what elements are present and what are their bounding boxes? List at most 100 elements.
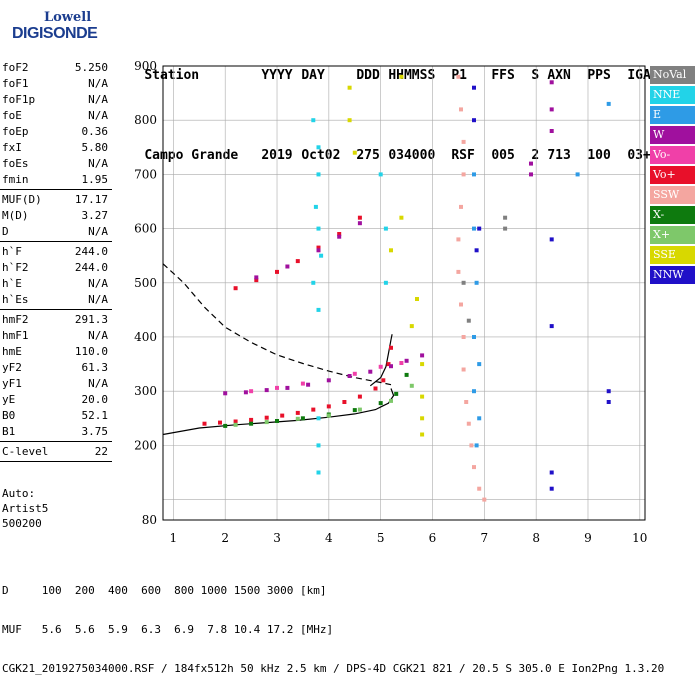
hdr-label-axn: AXN xyxy=(547,68,571,83)
plot-frame xyxy=(162,65,646,521)
hdr-value-p1: RSF xyxy=(451,148,475,163)
hdr-value-day: Oct02 xyxy=(301,148,341,163)
point-ssw xyxy=(461,335,466,339)
param-name: hmE xyxy=(2,345,22,358)
point-nne xyxy=(311,118,316,123)
point-x xyxy=(295,416,300,421)
point-ssw xyxy=(466,421,471,426)
point-ssw xyxy=(456,237,461,242)
param-row: yF1 N/A xyxy=(0,376,112,392)
param-value: 5.80 xyxy=(81,141,109,154)
point-sse xyxy=(347,85,352,90)
x-tick-label: 6 xyxy=(429,531,437,545)
param-separator xyxy=(0,309,112,310)
point-vo xyxy=(311,407,316,412)
param-row: B0 52.1 xyxy=(0,408,112,424)
point-vo xyxy=(389,345,393,350)
point-nnw xyxy=(549,470,554,475)
hdr-label-pps: PPS xyxy=(587,68,611,83)
y-tick-label: 700 xyxy=(134,167,157,181)
param-value: 17.17 xyxy=(74,193,108,206)
x-tick-label: 3 xyxy=(273,531,281,545)
point-nnw xyxy=(472,85,476,90)
point-nnw xyxy=(606,400,611,404)
hdr-value-station: Campo Grande xyxy=(144,148,239,163)
param-name: C-level xyxy=(2,445,49,458)
point-vo xyxy=(352,371,357,376)
param-row: h`E N/A xyxy=(0,276,112,292)
param-value: N/A xyxy=(88,93,108,106)
point-e xyxy=(606,101,611,106)
param-name: MUF(D) xyxy=(2,193,42,206)
x-tick-label: 7 xyxy=(481,531,489,545)
trace-line xyxy=(369,334,393,387)
point-vo xyxy=(264,415,269,420)
hdr-value-pps: 100 xyxy=(587,148,611,163)
param-row: h`Es N/A xyxy=(0,292,112,308)
param-row: yE 20.0 xyxy=(0,392,112,408)
point-x xyxy=(264,420,269,425)
point-x xyxy=(389,398,393,403)
param-name: fxI xyxy=(2,141,22,154)
point-vo xyxy=(399,361,404,365)
point-x xyxy=(378,401,383,406)
point-sse xyxy=(420,416,425,421)
param-row: h`F2 244.0 xyxy=(0,260,112,276)
param-row: foF2 5.250 xyxy=(0,60,112,76)
point-w xyxy=(337,234,342,239)
point-noval xyxy=(503,226,508,231)
point-e xyxy=(477,362,482,367)
point-w xyxy=(347,374,352,378)
auto-line3: 500200 xyxy=(2,517,42,530)
legend-item: SSE xyxy=(650,246,695,264)
point-nne xyxy=(316,172,321,177)
point-ssw xyxy=(459,204,463,209)
point-ssw xyxy=(472,465,476,470)
param-separator xyxy=(0,241,112,242)
point-vo xyxy=(316,245,321,250)
point-w xyxy=(316,248,321,253)
point-vo xyxy=(378,364,383,369)
hdr-value-ddd: 275 xyxy=(356,148,380,163)
point-nnw xyxy=(549,486,554,491)
point-nne xyxy=(316,226,321,231)
point-e xyxy=(474,443,479,448)
point-w xyxy=(306,382,311,387)
point-sse xyxy=(399,74,404,79)
point-sse xyxy=(420,394,425,399)
x-tick-label: 5 xyxy=(377,531,385,545)
point-ssw xyxy=(477,486,482,491)
param-separator xyxy=(0,189,112,190)
ionogram-chart: 1 2 3 4 5 6 7 8 9 10 80 200 300 400 500 600 700 800 900 xyxy=(134,59,647,545)
param-name: yE xyxy=(2,393,16,406)
x-tick-label: 1 xyxy=(170,531,178,545)
point-vo xyxy=(326,404,331,409)
point-vo xyxy=(249,417,254,422)
legend-item: SSW xyxy=(650,186,695,204)
point-vo xyxy=(357,215,362,220)
hdr-value-s: 2 xyxy=(531,148,540,163)
param-value: 291.3 xyxy=(74,313,108,326)
point-ssw xyxy=(456,269,461,274)
point-x xyxy=(409,383,414,388)
param-row: fxI 5.80 xyxy=(0,140,112,156)
param-value: 3.27 xyxy=(81,209,109,222)
legend-item: E xyxy=(650,106,695,124)
legend-item: X- xyxy=(650,206,695,224)
param-value: 3.75 xyxy=(81,425,109,438)
point-sse xyxy=(420,362,425,367)
point-sse xyxy=(352,150,357,155)
point-vo xyxy=(357,394,362,399)
param-row: M(D) 3.27 xyxy=(0,208,112,224)
point-w xyxy=(549,129,554,133)
point-w xyxy=(264,388,269,393)
param-name: D xyxy=(2,225,9,238)
param-value: N/A xyxy=(88,77,108,90)
point-x xyxy=(249,421,254,426)
x-tick-label: 8 xyxy=(532,531,540,545)
point-w xyxy=(549,107,554,112)
param-value: N/A xyxy=(88,225,108,238)
param-row: hmF1 N/A xyxy=(0,328,112,344)
chart-grid xyxy=(163,65,645,520)
point-vo xyxy=(280,413,285,418)
